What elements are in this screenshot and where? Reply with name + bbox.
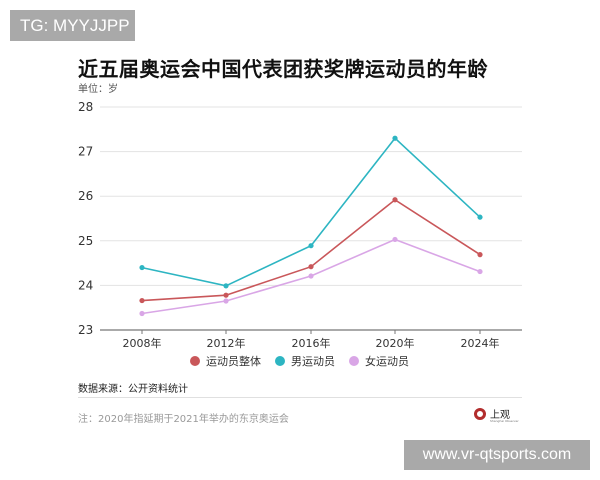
x-tick-label: 2020年 [376, 336, 415, 350]
data-point [392, 135, 398, 141]
line-chart: 23 24 25 26 27 28 2008年 2012年 2016年 2020年 2024年 [78, 100, 522, 350]
data-point [308, 243, 314, 249]
data-point [308, 273, 314, 279]
legend-label: 运动员整体 [206, 355, 261, 368]
x-tick-label: 2012年 [207, 336, 246, 350]
legend: 运动员整体 男运动员 女运动员 [0, 353, 600, 371]
y-tick-label: 24 [78, 278, 93, 292]
publisher-logo: 上观 Shanghai Observer [474, 406, 519, 423]
y-tick-label: 28 [78, 100, 93, 114]
y-tick-label: 25 [78, 234, 93, 248]
data-point [477, 268, 483, 275]
unit-label: 单位：岁 [78, 84, 118, 95]
data-point [392, 197, 398, 203]
logo-mark-icon [474, 407, 486, 420]
y-tick-label: 26 [78, 189, 93, 203]
series-line [141, 137, 481, 287]
data-point [392, 236, 398, 243]
legend-label: 男运动员 [291, 355, 335, 368]
chart-title: 近五届奥运会中国代表团获奖牌运动员的年龄 [78, 57, 488, 81]
divider [78, 397, 522, 398]
x-tick-label: 2024年 [461, 336, 500, 350]
gridlines [100, 106, 522, 331]
data-point [139, 297, 145, 304]
x-axis: 2008年 2012年 2016年 2020年 2024年 [123, 330, 500, 350]
series-lines [139, 135, 483, 317]
x-tick-label: 2008年 [123, 336, 162, 350]
y-axis-ticks: 23 24 25 26 27 28 [78, 100, 93, 337]
legend-item-overall: 运动员整体 [190, 353, 261, 369]
y-tick-label: 27 [78, 145, 93, 159]
legend-label: 女运动员 [365, 355, 409, 368]
data-point [477, 252, 483, 258]
legend-item-male: 男运动员 [275, 353, 335, 369]
legend-item-female: 女运动员 [349, 353, 409, 369]
footnote: 注：2020年指延期于2021年举办的东京奥运会 [78, 414, 289, 425]
data-point [223, 283, 229, 289]
data-point [139, 310, 145, 317]
watermark-top: TG: MYYJJPP [10, 10, 135, 41]
data-source: 数据来源：公开资料统计 [78, 384, 188, 395]
data-point [223, 298, 229, 304]
watermark-bottom: www.vr-qtsports.com [404, 440, 590, 470]
data-point [223, 292, 229, 298]
data-point [139, 264, 145, 271]
y-tick-label: 23 [78, 323, 93, 337]
logo-subtext: Shanghai Observer [490, 419, 519, 423]
data-point [308, 264, 314, 270]
logo-text: 上观 [490, 410, 510, 421]
legend-dot-icon [190, 356, 200, 366]
x-tick-label: 2016年 [292, 336, 331, 350]
legend-dot-icon [349, 356, 359, 366]
legend-dot-icon [275, 356, 285, 366]
data-point [477, 214, 483, 220]
